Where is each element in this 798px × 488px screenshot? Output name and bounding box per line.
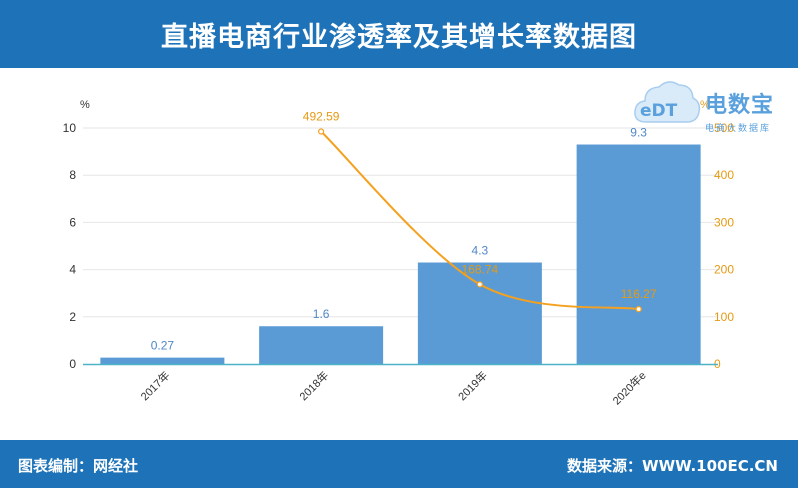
line-point <box>635 306 642 313</box>
bar-value-label: 4.3 <box>472 244 489 258</box>
line-value-label: 116.27 <box>621 287 657 301</box>
cloud-logo-icon: eDT <box>634 81 701 123</box>
y-left-tick-label: 8 <box>69 168 76 182</box>
y-right-tick-label: 500 <box>714 121 734 135</box>
y-left-tick-label: 2 <box>69 310 76 324</box>
bar-value-label: 9.3 <box>630 126 647 140</box>
line-point <box>318 128 325 135</box>
y-left-tick-label: 10 <box>63 121 77 135</box>
bar-value-label: 1.6 <box>313 307 330 321</box>
footer: 图表编制：网经社 数据来源：WWW.100EC.CN <box>0 440 798 488</box>
line-point <box>476 281 483 288</box>
logo-subtitle: 电商大数据库 <box>705 124 772 134</box>
bar <box>100 357 225 364</box>
bar <box>259 326 384 364</box>
bar <box>417 262 542 364</box>
bar-value-label: 0.27 <box>151 339 175 353</box>
y-left-tick-label: 0 <box>69 357 76 371</box>
y-left-tick-label: 6 <box>69 215 76 229</box>
chart-title: 直播电商行业渗透率及其增长率数据图 <box>0 0 798 68</box>
y-right-unit: % <box>700 99 710 111</box>
bar <box>576 144 701 364</box>
x-tick-label: 2018年 <box>296 368 331 403</box>
line-value-label: 168.74 <box>462 262 499 276</box>
y-right-tick-label: 400 <box>714 168 734 182</box>
svg-text:eDT: eDT <box>640 101 678 121</box>
y-right-tick-label: 100 <box>714 310 734 324</box>
footer-source: 数据来源：WWW.100EC.CN <box>567 457 778 475</box>
y-right-tick-label: 200 <box>714 263 734 277</box>
logo-name: 电数宝 <box>705 93 775 118</box>
y-left-unit: % <box>80 99 90 111</box>
x-tick-label: 2020年e <box>609 368 648 407</box>
line-value-label: 492.59 <box>303 109 340 123</box>
y-left-tick-label: 4 <box>69 263 76 277</box>
edt-logo: eDT <box>632 76 792 136</box>
x-tick-label: 2019年 <box>455 368 490 403</box>
chart-area: 02468100100200300400500%%0.272017年1.6201… <box>63 99 735 408</box>
x-tick-label: 2017年 <box>138 368 173 403</box>
footer-credit: 图表编制：网经社 <box>18 457 139 475</box>
y-right-tick-label: 300 <box>714 215 734 229</box>
